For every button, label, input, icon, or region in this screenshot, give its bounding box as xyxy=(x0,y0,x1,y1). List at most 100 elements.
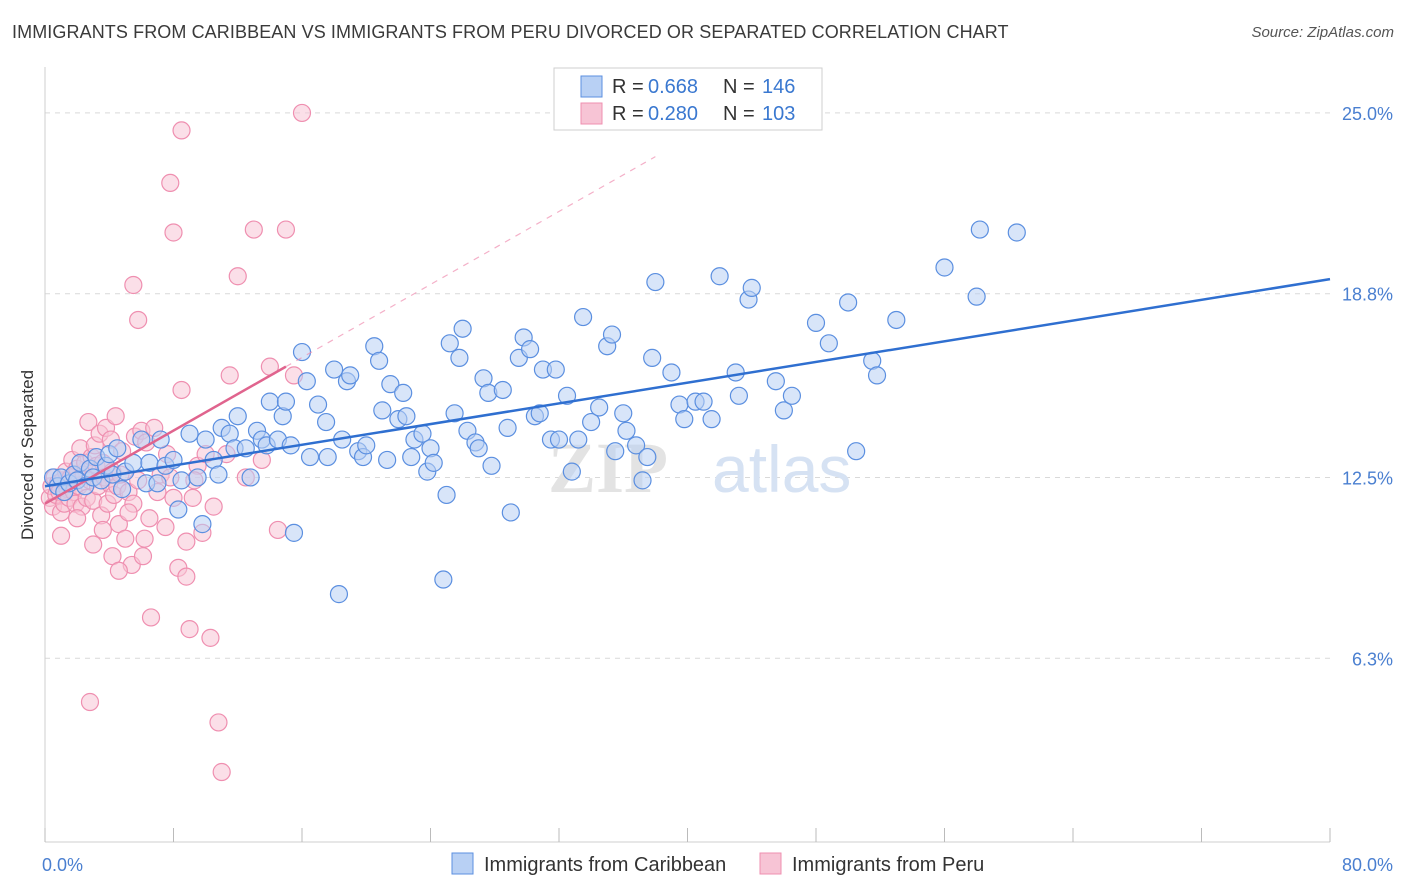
caribbean-point-66 xyxy=(373,401,392,420)
caribbean-point-128 xyxy=(742,278,761,297)
peru-point-72 xyxy=(201,628,220,647)
peru-point-100 xyxy=(135,529,154,548)
legend-stats: R = 0.668 N = 146 R = 0.280 N = 103 xyxy=(553,67,823,131)
caribbean-point-125 xyxy=(726,363,745,382)
peru-point-24 xyxy=(79,412,98,432)
caribbean-point-100 xyxy=(546,360,565,379)
caribbean-point-70 xyxy=(394,383,413,402)
caribbean-trend-line xyxy=(44,277,1331,488)
caribbean-point-28 xyxy=(172,471,191,490)
watermark-atlas: atlas xyxy=(712,432,851,506)
caribbean-point-83 xyxy=(453,319,472,338)
x-tick-label-1: 80.0% xyxy=(1342,855,1393,875)
y-tick-label-1: 18.8% xyxy=(1342,285,1393,305)
caribbean-point-63 xyxy=(357,436,376,455)
peru-point-84 xyxy=(276,220,296,239)
peru-point-55 xyxy=(140,509,159,528)
caribbean-point-77 xyxy=(424,453,443,472)
caribbean-point-34 xyxy=(209,465,228,484)
caribbean-point-51 xyxy=(297,372,316,391)
caribbean-point-44 xyxy=(260,392,279,411)
caribbean-point-104 xyxy=(569,430,588,449)
caribbean-point-111 xyxy=(614,404,633,423)
legend-n-label-caribbean: N = xyxy=(723,76,755,98)
peru-trend-extension xyxy=(285,156,656,368)
caribbean-point-126 xyxy=(729,386,749,405)
caribbean-point-27 xyxy=(169,500,188,519)
caribbean-point-134 xyxy=(839,293,858,312)
caribbean-point-131 xyxy=(782,386,802,405)
legend-r-label-peru: R = xyxy=(612,103,644,125)
caribbean-point-91 xyxy=(498,418,517,437)
peru-point-80 xyxy=(244,220,263,239)
legend-swatch-caribbean xyxy=(580,75,603,98)
trend-lines xyxy=(44,156,1331,505)
caribbean-point-95 xyxy=(520,340,540,359)
peru-point-98 xyxy=(109,561,128,580)
legend-r-value-caribbean: 0.668 xyxy=(648,76,698,98)
caribbean-point-78 xyxy=(434,570,453,589)
peru-point-86 xyxy=(292,103,312,123)
caribbean-point-86 xyxy=(469,439,488,458)
caribbean-point-137 xyxy=(867,366,887,385)
caribbean-point-107 xyxy=(590,398,609,417)
y-axis-title: Divorced or Separated xyxy=(18,370,37,540)
peru-point-75 xyxy=(212,762,231,782)
legend-swatch-peru xyxy=(580,102,603,125)
caribbean-point-16 xyxy=(108,439,127,458)
peru-point-65 xyxy=(172,380,191,400)
caribbean-point-68 xyxy=(381,375,400,394)
watermark: ZIP atlas xyxy=(548,428,851,508)
caribbean-point-116 xyxy=(643,348,662,367)
caribbean-point-105 xyxy=(573,307,593,327)
chart-source: Source: ZipAtlas.com xyxy=(1251,24,1394,41)
caribbean-point-82 xyxy=(450,348,469,367)
caribbean-point-113 xyxy=(626,436,646,455)
peru-point-73 xyxy=(204,497,223,516)
caribbean-point-49 xyxy=(284,523,304,542)
caribbean-point-90 xyxy=(493,380,512,400)
caribbean-point-17 xyxy=(112,480,132,499)
caribbean-point-89 xyxy=(482,456,501,475)
caribbean-point-103 xyxy=(562,462,581,481)
caribbean-point-120 xyxy=(675,410,694,429)
caribbean-point-142 xyxy=(1007,223,1026,242)
caribbean-point-31 xyxy=(193,515,212,534)
peru-point-78 xyxy=(228,267,247,286)
legend-bottom-swatch-peru xyxy=(759,852,782,875)
peru-point-56 xyxy=(141,608,161,627)
caribbean-point-122 xyxy=(694,392,713,411)
caribbean-point-54 xyxy=(316,412,336,432)
caribbean-point-112 xyxy=(617,421,636,440)
legend-n-value-peru: 103 xyxy=(762,103,795,125)
caribbean-point-130 xyxy=(774,401,793,420)
peru-point-92 xyxy=(172,121,191,140)
series-caribbean-points xyxy=(43,220,1026,604)
caribbean-point-102 xyxy=(557,386,577,405)
peru-point-53 xyxy=(133,547,153,566)
legend-r-label-caribbean: R = xyxy=(612,76,644,98)
caribbean-point-81 xyxy=(445,404,464,423)
peru-point-68 xyxy=(183,488,202,507)
caribbean-point-56 xyxy=(325,360,344,379)
peru-point-88 xyxy=(129,310,148,330)
caribbean-point-71 xyxy=(397,407,416,426)
peru-point-101 xyxy=(177,532,196,551)
axes xyxy=(44,67,1331,843)
x-tick-label-0: 0.0% xyxy=(42,855,83,875)
caribbean-point-101 xyxy=(549,430,569,449)
caribbean-point-115 xyxy=(638,447,657,467)
caribbean-point-53 xyxy=(308,395,328,414)
caribbean-point-47 xyxy=(276,392,296,411)
caribbean-point-138 xyxy=(887,310,906,330)
y-tick-label-3: 6.3% xyxy=(1352,649,1393,669)
legend-series: Immigrants from Caribbean Immigrants fro… xyxy=(451,852,984,876)
caribbean-point-135 xyxy=(847,442,866,461)
caribbean-point-110 xyxy=(606,442,625,461)
caribbean-point-140 xyxy=(967,287,986,306)
caribbean-point-124 xyxy=(710,267,729,286)
peru-point-95 xyxy=(51,526,71,545)
x-tick-labels: 0.0% 80.0% xyxy=(42,855,1393,875)
peru-point-60 xyxy=(156,517,175,537)
